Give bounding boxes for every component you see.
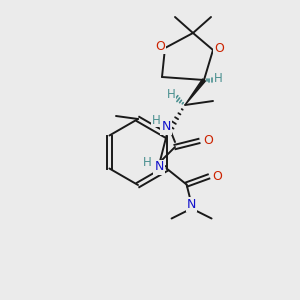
Text: H: H	[152, 113, 160, 127]
Text: H: H	[214, 73, 222, 85]
Text: N: N	[187, 198, 196, 211]
Text: N: N	[161, 121, 171, 134]
Text: H: H	[142, 157, 152, 169]
Text: O: O	[213, 170, 223, 183]
Polygon shape	[185, 79, 206, 105]
Text: H: H	[167, 88, 176, 101]
Text: N: N	[154, 160, 164, 173]
Text: O: O	[203, 134, 213, 148]
Text: O: O	[155, 40, 165, 52]
Text: O: O	[214, 41, 224, 55]
